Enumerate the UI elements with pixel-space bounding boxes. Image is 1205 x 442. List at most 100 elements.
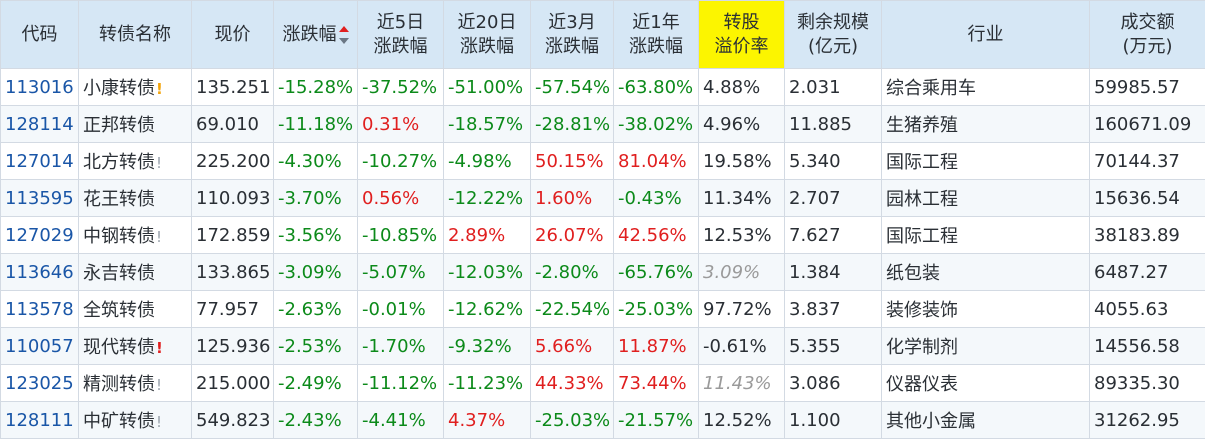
bond-code-link[interactable]: 127029: [0, 216, 79, 254]
bond-code-link-text[interactable]: 110057: [5, 335, 74, 357]
bond-code-link[interactable]: 128111: [0, 401, 79, 439]
remaining-cell-text: 1.100: [789, 409, 841, 431]
bond-code-link-text[interactable]: 113578: [5, 298, 74, 320]
bond-name-link[interactable]: 花王转债: [78, 179, 192, 217]
bond-name-link[interactable]: 小康转债!: [78, 68, 192, 106]
bond-code-link-text[interactable]: 123025: [5, 372, 74, 394]
chg20d-cell: -12.03%: [443, 253, 531, 291]
bond-name-link[interactable]: 中矿转债!: [78, 401, 192, 439]
bond-name-link[interactable]: 正邦转债: [78, 105, 192, 143]
price-cell-text: 77.957: [196, 298, 259, 320]
bond-code-link-text[interactable]: 127029: [5, 224, 74, 246]
col-change[interactable]: 涨跌幅: [273, 0, 358, 69]
bond-name-link-text[interactable]: 正邦转债: [83, 115, 155, 136]
premium-cell: -0.61%: [698, 327, 785, 365]
col-premium[interactable]: 转股 溢价率: [698, 0, 785, 69]
col-volume-label-1: 成交额: [1120, 11, 1175, 33]
industry-cell: 综合乘用车: [881, 68, 1090, 106]
chg1y-cell-text: -65.76%: [618, 261, 694, 283]
chg5d-cell-text: -0.01%: [362, 298, 426, 320]
chg3m-cell: 50.15%: [530, 142, 614, 180]
bond-name-link[interactable]: 全筑转债: [78, 290, 192, 328]
volume-cell: 14556.58: [1089, 327, 1205, 365]
bond-name-link-text[interactable]: 精测转债: [83, 374, 155, 395]
bond-code-link-text[interactable]: 128114: [5, 113, 74, 135]
bond-code-link[interactable]: 113646: [0, 253, 79, 291]
chg5d-cell: -10.27%: [357, 142, 444, 180]
bond-code-link[interactable]: 123025: [0, 364, 79, 402]
premium-cell-text: 3.09%: [703, 261, 761, 283]
col-chg1y[interactable]: 近1年 涨跌幅: [613, 0, 699, 69]
chg1y-cell-text: -21.57%: [618, 409, 694, 431]
chg5d-cell: -5.07%: [357, 253, 444, 291]
bond-name-link-text[interactable]: 永吉转债: [83, 263, 155, 284]
bond-name-link[interactable]: 永吉转债: [78, 253, 192, 291]
col-chg3m[interactable]: 近3月 涨跌幅: [530, 0, 614, 69]
chg20d-cell: -12.22%: [443, 179, 531, 217]
col-premium-label-2: 溢价率: [714, 35, 769, 57]
table-row[interactable]: 128114 正邦转债 69.010 -11.18% 0.31% -18.57% -28.8…: [0, 105, 1205, 143]
bond-code-link[interactable]: 113016: [0, 68, 79, 106]
chg5d-cell: -10.85%: [357, 216, 444, 254]
premium-cell: 97.72%: [698, 290, 785, 328]
chg20d-cell: 4.37%: [443, 401, 531, 439]
price-cell: 172.859: [191, 216, 274, 254]
col-code[interactable]: 代码: [0, 0, 79, 69]
bond-name-link[interactable]: 中钢转债!: [78, 216, 192, 254]
industry-cell: 装修装饰: [881, 290, 1090, 328]
chg3m-cell: -28.81%: [530, 105, 614, 143]
bond-name-link-text[interactable]: 小康转债: [83, 78, 155, 99]
table-row[interactable]: 128111 中矿转债! 549.823 -2.43% -4.41% 4.37% -25.0…: [0, 401, 1205, 439]
col-chg5d[interactable]: 近5日 涨跌幅: [357, 0, 444, 69]
alert-flag-icon[interactable]: !: [156, 413, 163, 431]
bond-name-link[interactable]: 现代转债!: [78, 327, 192, 365]
table-row[interactable]: 110057 现代转债! 125.936 -2.53% -1.70% -9.32% 5.66…: [0, 327, 1205, 365]
bond-code-link-text[interactable]: 113016: [5, 76, 74, 98]
bond-code-link[interactable]: 113595: [0, 179, 79, 217]
table-row[interactable]: 113595 花王转债 110.093 -3.70% 0.56% -12.22% 1.60%…: [0, 179, 1205, 217]
alert-flag-icon[interactable]: !: [156, 154, 163, 172]
bond-code-link[interactable]: 113578: [0, 290, 79, 328]
bond-name-link-text[interactable]: 中钢转债: [83, 226, 155, 247]
chg5d-cell-text: 0.56%: [362, 187, 420, 209]
chg1y-cell-text: -25.03%: [618, 298, 694, 320]
col-volume[interactable]: 成交额 (万元): [1089, 0, 1205, 69]
bond-name-link-text[interactable]: 现代转债: [83, 337, 155, 358]
bond-code-link-text[interactable]: 128111: [5, 409, 74, 431]
alert-flag-icon[interactable]: !: [156, 80, 163, 98]
col-price[interactable]: 现价: [191, 0, 274, 69]
premium-cell-text: 4.88%: [703, 76, 761, 98]
bond-code-link-text[interactable]: 127014: [5, 150, 74, 172]
chg1y-cell-text: 42.56%: [618, 224, 687, 246]
bond-code-link-text[interactable]: 113646: [5, 261, 74, 283]
bond-code-link[interactable]: 110057: [0, 327, 79, 365]
table-row[interactable]: 113016 小康转债! 135.251 -15.28% -37.52% -51.00% -…: [0, 68, 1205, 106]
table-row[interactable]: 113646 永吉转债 133.865 -3.09% -5.07% -12.03% -2.8…: [0, 253, 1205, 291]
col-remaining[interactable]: 剩余规模 (亿元): [784, 0, 882, 69]
bond-name-link-text[interactable]: 全筑转债: [83, 300, 155, 321]
alert-flag-icon[interactable]: !: [156, 339, 163, 357]
alert-flag-icon[interactable]: !: [156, 376, 163, 394]
col-chg20d[interactable]: 近20日 涨跌幅: [443, 0, 531, 69]
bond-name-link-text[interactable]: 中矿转债: [83, 411, 155, 432]
bond-name-link[interactable]: 精测转债!: [78, 364, 192, 402]
bond-code-link[interactable]: 127014: [0, 142, 79, 180]
table-row[interactable]: 127029 中钢转债! 172.859 -3.56% -10.85% 2.89% 26.0…: [0, 216, 1205, 254]
chg1y-cell: 42.56%: [613, 216, 699, 254]
bond-name-link[interactable]: 北方转债!: [78, 142, 192, 180]
table-row[interactable]: 127014 北方转债! 225.200 -4.30% -10.27% -4.98% 50.…: [0, 142, 1205, 180]
col-name[interactable]: 转债名称: [78, 0, 192, 69]
bond-name-link-text[interactable]: 北方转债: [83, 152, 155, 173]
table-row[interactable]: 123025 精测转债! 215.000 -2.49% -11.12% -11.23% 44…: [0, 364, 1205, 402]
volume-cell-text: 38183.89: [1094, 224, 1180, 246]
alert-flag-icon[interactable]: !: [156, 228, 163, 246]
table-row[interactable]: 113578 全筑转债 77.957 -2.63% -0.01% -12.62% -22.5…: [0, 290, 1205, 328]
col-industry[interactable]: 行业: [881, 0, 1090, 69]
bond-name-link-text[interactable]: 花王转债: [83, 189, 155, 210]
sort-arrows-icon[interactable]: [338, 25, 349, 44]
bond-code-link[interactable]: 128114: [0, 105, 79, 143]
header-row: 代码 转债名称 现价 涨跌幅 近5日 涨跌幅 近20日 涨跌幅 近3月 涨跌幅 近1年…: [0, 0, 1205, 69]
price-cell-text: 225.200: [196, 150, 271, 172]
bond-code-link-text[interactable]: 113595: [5, 187, 74, 209]
remaining-cell: 3.837: [784, 290, 882, 328]
